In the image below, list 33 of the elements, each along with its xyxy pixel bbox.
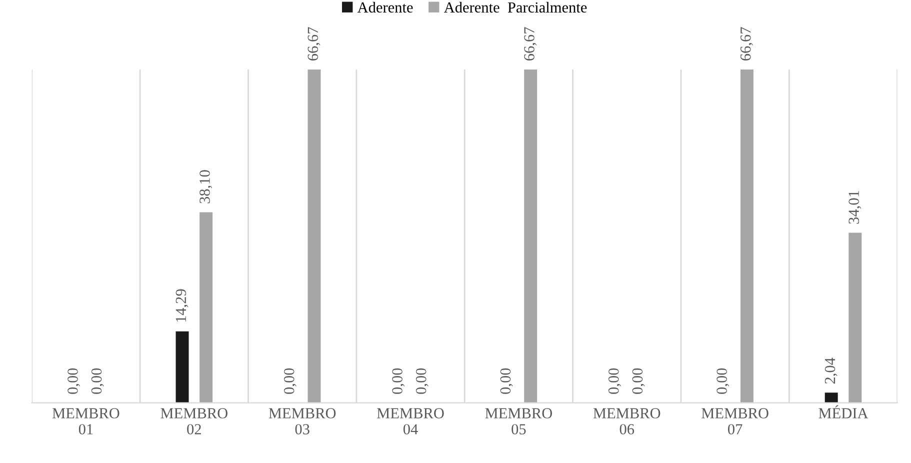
x-tick-label: MEMBRO 04 (377, 408, 444, 434)
data-label: 34,01 (848, 190, 862, 224)
legend-label: Aderente (357, 2, 413, 13)
data-label: 0,00 (284, 368, 296, 394)
bar (308, 69, 321, 403)
data-label: 66,67 (308, 27, 320, 60)
data-label: 0,00 (392, 368, 405, 394)
data-label: 38,10 (200, 170, 212, 204)
legend-label: Aderente Parcialmente (444, 2, 587, 13)
data-label: 0,00 (416, 368, 428, 394)
x-tick-label: MEMBRO 01 (52, 408, 120, 434)
data-label: 0,00 (632, 368, 645, 394)
bar (200, 212, 213, 403)
data-label: 0,00 (91, 368, 104, 394)
data-label: 2,04 (824, 358, 838, 384)
data-label: 0,00 (500, 368, 513, 394)
bar (848, 232, 862, 403)
x-tick-label: MEMBRO 02 (160, 408, 228, 434)
x-tick-label: MÉDIA (818, 405, 868, 418)
x-tick-label: MEMBRO 07 (702, 408, 768, 434)
bar (524, 69, 538, 403)
data-label: 66,67 (740, 27, 753, 60)
bar (740, 69, 754, 403)
x-tick-label: MEMBRO 05 (485, 408, 552, 434)
data-label: 0,00 (608, 368, 622, 394)
x-tick-label: MEMBRO 06 (593, 408, 660, 434)
bar (824, 392, 838, 403)
data-label: 0,00 (716, 368, 730, 394)
bar (176, 331, 189, 403)
data-label: 14,29 (176, 289, 188, 322)
data-label: 66,67 (524, 27, 537, 60)
x-tick-label: MEMBRO 03 (268, 408, 336, 434)
data-label: 0,00 (68, 368, 80, 394)
